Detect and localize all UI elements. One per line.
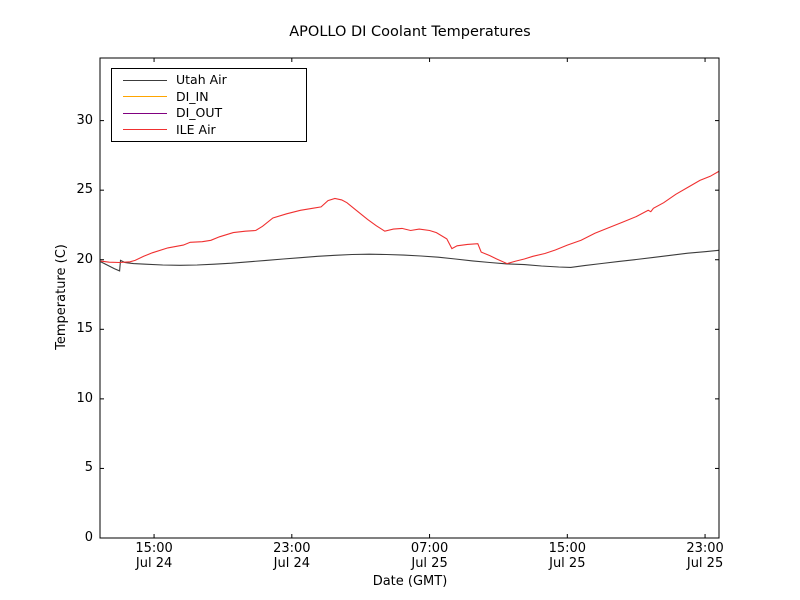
legend-line-sample-di-out bbox=[123, 112, 167, 114]
legend-line-sample-di-in bbox=[123, 96, 167, 98]
y-tick-label: 20 bbox=[76, 251, 93, 267]
x-tick-time: 07:00 bbox=[410, 541, 449, 556]
x-tick-date: Jul 25 bbox=[549, 555, 586, 571]
y-tick-label: 5 bbox=[84, 460, 93, 476]
legend-label: DI_IN bbox=[176, 88, 209, 104]
x-tick-time: 23:00 bbox=[273, 541, 311, 556]
legend-line-sample-utah-air bbox=[123, 79, 167, 81]
x-tick-time: 15:00 bbox=[135, 541, 173, 556]
legend-item-utah-air: Utah Air bbox=[112, 72, 306, 89]
legend-line-sample-ile-air bbox=[123, 129, 167, 131]
x-axis-label: Date (GMT) bbox=[372, 574, 448, 589]
x-tick-time: 15:00 bbox=[548, 541, 587, 556]
x-tick-label: 15:00 Jul 24 bbox=[114, 541, 194, 571]
x-tick-date: Jul 25 bbox=[411, 555, 448, 571]
legend-item-ile-air: ILE Air bbox=[112, 122, 306, 139]
axes-frame bbox=[99, 57, 720, 539]
x-tick-date: Jul 25 bbox=[686, 555, 724, 571]
legend-item-di-out: DI_OUT bbox=[112, 105, 306, 122]
y-tick-label: 0 bbox=[84, 530, 93, 545]
y-tick-label: 10 bbox=[76, 390, 93, 406]
y-tick-label: 25 bbox=[76, 182, 93, 198]
x-tick-label: 23:00 Jul 25 bbox=[665, 541, 745, 571]
legend: Utah Air DI_IN DI_OUT ILE Air bbox=[111, 68, 307, 142]
x-tick-label: 07:00 Jul 25 bbox=[390, 541, 470, 571]
legend-label: Utah Air bbox=[176, 72, 227, 88]
x-tick-label: 23:00 Jul 24 bbox=[252, 541, 332, 571]
chart-title: APOLLO DI Coolant Temperatures bbox=[289, 24, 531, 40]
series-line-ile-air bbox=[100, 170, 720, 265]
x-tick-label: 15:00 Jul 25 bbox=[527, 541, 607, 571]
series-line-utah-air bbox=[100, 249, 719, 272]
x-tick-time: 23:00 bbox=[686, 541, 724, 556]
y-tick-label: 15 bbox=[76, 321, 93, 337]
legend-label: DI_OUT bbox=[176, 105, 223, 121]
x-tick-date: Jul 24 bbox=[135, 555, 173, 571]
legend-label: ILE Air bbox=[176, 121, 216, 137]
y-tick-label: 30 bbox=[76, 112, 93, 128]
legend-item-di-in: DI_IN bbox=[112, 89, 306, 106]
x-tick-date: Jul 24 bbox=[273, 555, 310, 571]
